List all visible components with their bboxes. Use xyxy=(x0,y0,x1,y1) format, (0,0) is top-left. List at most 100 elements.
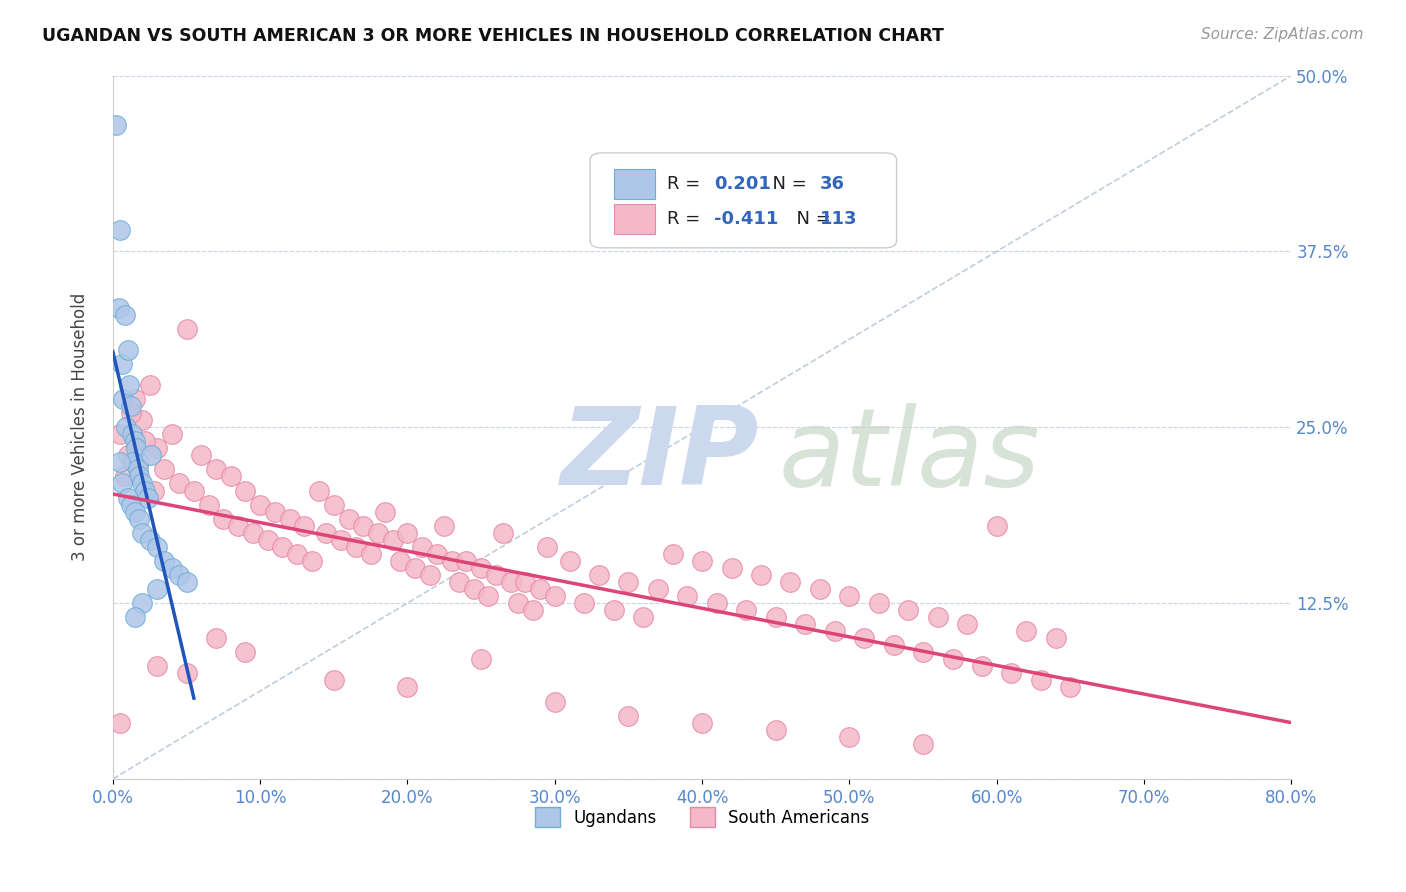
Point xyxy=(322,498,344,512)
Point xyxy=(114,308,136,322)
Point xyxy=(249,498,271,512)
Point xyxy=(117,343,139,357)
Point xyxy=(883,638,905,652)
Point xyxy=(110,427,132,442)
Text: R =: R = xyxy=(666,175,706,193)
Point xyxy=(197,498,219,512)
Point xyxy=(131,596,153,610)
Point xyxy=(522,603,544,617)
Point xyxy=(124,392,146,406)
Point xyxy=(136,491,159,505)
Point xyxy=(292,518,315,533)
Point xyxy=(125,442,148,456)
Point xyxy=(419,568,441,582)
Point xyxy=(110,223,132,237)
Point xyxy=(141,448,163,462)
Point xyxy=(256,533,278,547)
Point xyxy=(285,547,308,561)
Text: N =: N = xyxy=(761,175,813,193)
Point xyxy=(235,483,257,498)
Point xyxy=(112,392,135,406)
Point xyxy=(765,610,787,624)
Point xyxy=(205,632,228,646)
Text: 113: 113 xyxy=(820,210,858,228)
Point xyxy=(463,582,485,596)
Point xyxy=(631,610,654,624)
Text: 36: 36 xyxy=(820,175,845,193)
Point xyxy=(765,723,787,737)
Point xyxy=(690,554,713,568)
Point xyxy=(160,561,183,575)
Point xyxy=(131,476,153,491)
Point xyxy=(107,301,129,315)
Point xyxy=(808,582,831,596)
Point xyxy=(128,511,150,525)
Text: 0.201: 0.201 xyxy=(714,175,770,193)
Point xyxy=(515,574,537,589)
Point xyxy=(301,554,323,568)
Point xyxy=(447,574,470,589)
Point xyxy=(492,525,515,540)
Point xyxy=(749,568,772,582)
Point xyxy=(499,574,522,589)
Point xyxy=(160,427,183,442)
Text: -0.411: -0.411 xyxy=(714,210,779,228)
Point xyxy=(104,118,127,132)
Point xyxy=(838,730,860,744)
Point xyxy=(121,427,143,442)
Point xyxy=(308,483,330,498)
Point xyxy=(690,715,713,730)
Point xyxy=(143,483,166,498)
Point xyxy=(396,681,419,695)
Point xyxy=(330,533,353,547)
Point xyxy=(912,737,935,751)
Point xyxy=(470,652,492,666)
Point xyxy=(235,645,257,659)
Point xyxy=(956,617,979,632)
Point xyxy=(426,547,449,561)
Text: atlas: atlas xyxy=(779,403,1040,508)
Point xyxy=(176,574,198,589)
Point xyxy=(617,574,640,589)
Point xyxy=(146,659,169,673)
Point xyxy=(794,617,817,632)
Point xyxy=(120,406,142,420)
Text: R =: R = xyxy=(666,210,706,228)
Point xyxy=(838,589,860,603)
Text: N =: N = xyxy=(785,210,837,228)
Point xyxy=(440,554,463,568)
Point xyxy=(131,413,153,427)
Point xyxy=(485,568,508,582)
Point xyxy=(506,596,529,610)
Point xyxy=(1029,673,1052,688)
Point xyxy=(242,525,264,540)
Point xyxy=(190,448,212,462)
Point xyxy=(124,610,146,624)
Point xyxy=(477,589,499,603)
Point xyxy=(986,518,1008,533)
Point xyxy=(183,483,205,498)
Point xyxy=(124,505,146,519)
Point xyxy=(115,420,138,434)
Point xyxy=(122,455,145,469)
Point xyxy=(344,540,367,554)
Point xyxy=(574,596,596,610)
Point xyxy=(111,476,134,491)
Point xyxy=(146,582,169,596)
Point xyxy=(544,589,567,603)
Y-axis label: 3 or more Vehicles in Household: 3 or more Vehicles in Household xyxy=(72,293,89,561)
Point xyxy=(941,652,963,666)
Point xyxy=(647,582,669,596)
Point xyxy=(396,525,419,540)
Point xyxy=(128,455,150,469)
Point xyxy=(536,540,558,554)
Point xyxy=(153,462,176,476)
Point xyxy=(111,357,134,371)
Point xyxy=(114,469,136,483)
Point xyxy=(337,511,360,525)
Point xyxy=(853,632,876,646)
Point xyxy=(529,582,551,596)
Point xyxy=(411,540,433,554)
Point xyxy=(117,448,139,462)
Bar xyxy=(613,204,655,234)
